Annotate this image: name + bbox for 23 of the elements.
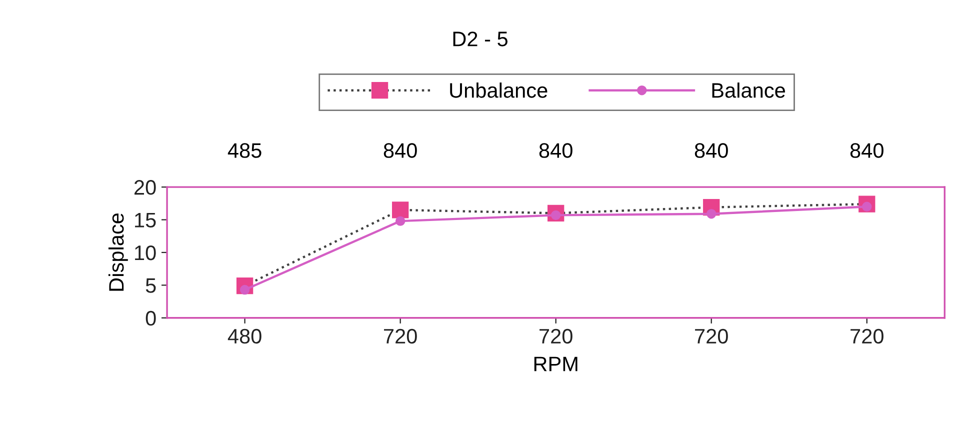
text: 840 [539,143,572,158]
point [392,202,409,218]
y-axis-title: Displace [108,213,128,291]
y-tick-label: 10 [135,245,156,260]
text: 840 [694,143,728,158]
text: 840 [850,143,884,158]
point [395,216,406,226]
x-tick-label: 720 [540,328,572,344]
y-tick-label: 15 [135,212,156,228]
y-tick-label: 20 [134,180,156,195]
y-tick-label: 0 [146,310,156,326]
legend-label: Balance [712,82,785,98]
chart-title: D2 - 5 [453,32,508,46]
text: 485 [228,143,262,158]
x-tick-label: 720 [384,328,417,344]
x-tick-label: 720 [695,328,728,344]
x-tick-label: 720 [850,328,884,344]
text: 840 [384,143,417,158]
y-tick-label: 5 [146,278,156,293]
x-tick-label: 480 [228,328,262,344]
legend-label: Unbalance [450,82,548,98]
point [706,209,716,219]
x-axis-title: RPM [534,356,578,372]
